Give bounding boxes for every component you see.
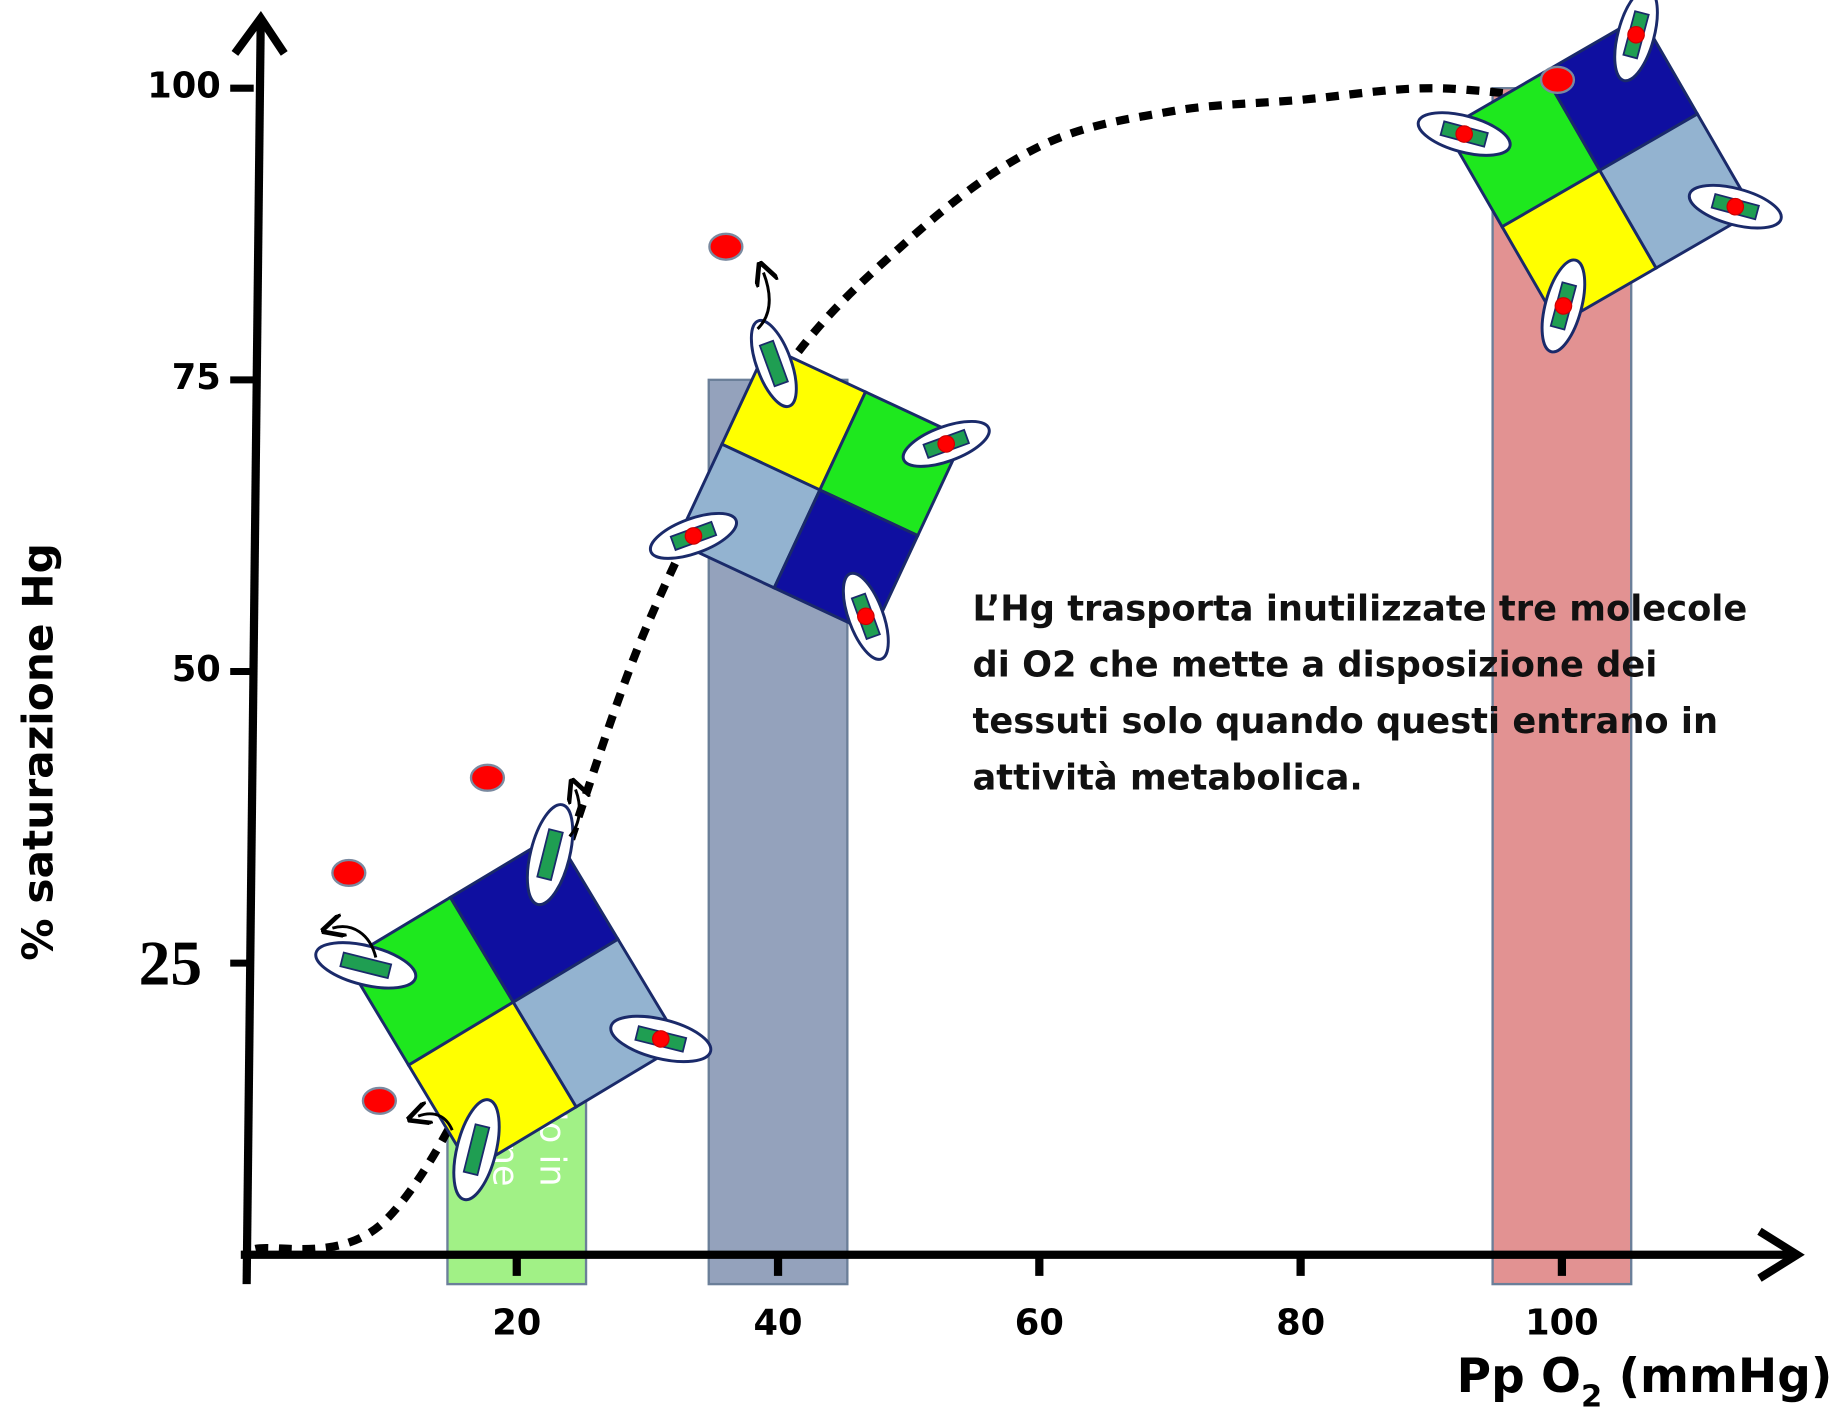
annotation-line: L’Hg trasporta inutilizzate tre molecole	[973, 588, 1748, 629]
heme	[841, 571, 890, 661]
bound-oxygen	[1627, 25, 1645, 44]
bound-oxygen	[651, 1030, 670, 1048]
heme-group	[536, 828, 564, 882]
heme	[1540, 258, 1587, 354]
x-axis-label: Pp O2 (mmHg)	[1457, 1349, 1833, 1411]
heme-group	[339, 951, 393, 980]
y-axis	[242, 18, 265, 1285]
heme	[901, 419, 991, 468]
heme-group	[462, 1123, 491, 1177]
bound-oxygen	[1554, 297, 1573, 315]
y-tick-label: 25	[139, 927, 202, 998]
x-tick-label: 80	[1276, 1303, 1325, 1344]
x-label-unit: (mmHg)	[1602, 1349, 1832, 1404]
heme	[609, 1014, 713, 1064]
bound-oxygen	[937, 435, 956, 453]
y-tick-label: 75	[172, 357, 221, 398]
x-tick-label: 100	[1525, 1303, 1599, 1344]
x-tick-label: 60	[1015, 1303, 1064, 1344]
y-tick-label: 100	[147, 66, 221, 107]
subunit	[511, 937, 683, 1109]
heme	[648, 511, 738, 560]
x-axis-arrow	[1757, 1227, 1805, 1282]
x-label-sub: 2	[1581, 1379, 1602, 1411]
heme	[1687, 183, 1783, 230]
heme	[525, 803, 575, 907]
hemoglobin	[314, 803, 713, 1202]
hemoglobin	[648, 318, 991, 661]
annotation: L’Hg trasporta inutilizzate tre molecole…	[973, 588, 1748, 798]
x-label-main: Pp O	[1457, 1349, 1581, 1404]
hemoglobin	[1416, 0, 1783, 354]
heme-group	[758, 339, 789, 388]
annotation-line: tessuti solo quando questi entrano in	[973, 701, 1719, 742]
release-arrows	[332, 273, 769, 1131]
heme	[1613, 0, 1659, 83]
bound-oxygen	[857, 607, 875, 626]
x-tick-label: 40	[754, 1303, 803, 1344]
x-tick-label: 20	[492, 1303, 541, 1344]
y-tick-label: 50	[172, 649, 221, 690]
axes: 25 50 75 100 20 40 60 80 100	[139, 11, 1805, 1344]
bars: olo inione	[446, 87, 1633, 1286]
bound-oxygen	[1455, 125, 1474, 143]
heme	[314, 941, 418, 990]
annotation-line: di O2 che mette a disposizione dei	[973, 645, 1658, 686]
annotation-line: attività metabolica.	[973, 757, 1363, 798]
heme	[1416, 111, 1512, 157]
bound-oxygen	[684, 527, 703, 545]
subunit	[1597, 111, 1756, 271]
subunit	[772, 487, 920, 636]
heme	[452, 1098, 501, 1202]
molecules	[314, 0, 1783, 1202]
bound-oxygen	[1726, 197, 1745, 216]
free-oxygen	[331, 65, 1576, 1115]
y-axis-arrow	[231, 11, 288, 56]
heme	[749, 318, 798, 409]
y-axis-label: % saturazione Hg	[14, 543, 63, 961]
